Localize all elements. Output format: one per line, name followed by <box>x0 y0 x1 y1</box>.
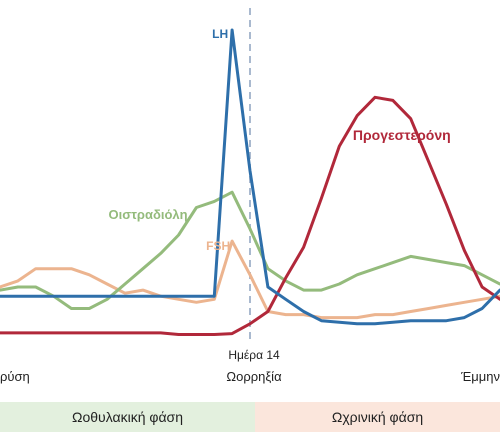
series-line-fsh <box>0 239 500 320</box>
ovulation-day-label: Ημέρα 14 <box>228 348 280 362</box>
series-label-fsh: FSH <box>206 239 230 253</box>
menstruation-start-label: ρύση <box>0 369 30 384</box>
series-label-lh: LH <box>212 27 228 41</box>
follicular-phase-label: Ωοθυλακική φάση <box>72 409 183 425</box>
series-line-estradiol <box>0 190 500 310</box>
series-label-estradiol: Οιστραδιόλη <box>109 207 188 222</box>
series-label-progesterone: Προγεστερόνη <box>353 127 451 143</box>
menstruation-end-label: Έμμην <box>460 369 500 384</box>
luteal-phase-label: Ωχρινική φάση <box>331 409 424 425</box>
series-line-lh <box>0 28 500 326</box>
luteal-phase-bar: Ωχρινική φάση <box>255 402 500 432</box>
follicular-phase-bar: Ωοθυλακική φάση <box>0 402 255 432</box>
series-layer <box>0 28 500 336</box>
ovulation-label: Ωορρηξία <box>226 369 282 384</box>
series-line-progesterone <box>0 95 500 336</box>
